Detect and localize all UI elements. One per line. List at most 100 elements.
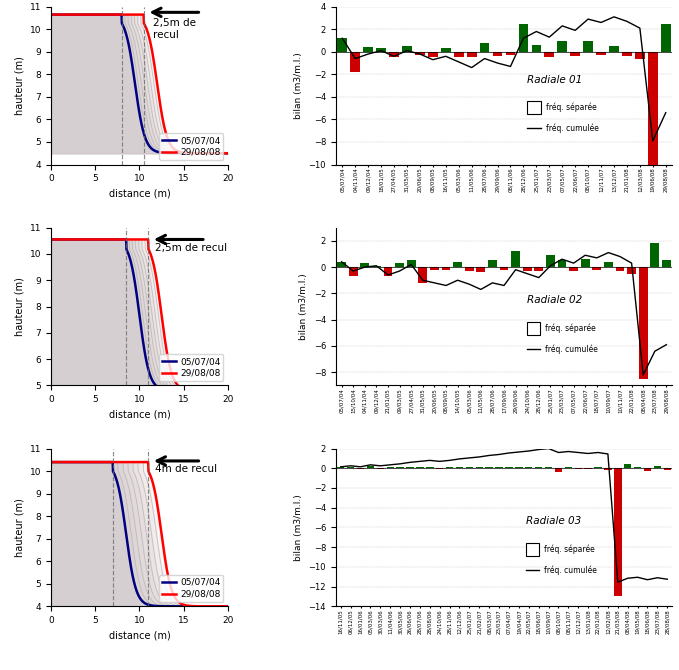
Bar bbox=[519, 23, 528, 52]
Bar bbox=[361, 263, 369, 267]
Bar bbox=[441, 267, 450, 270]
Bar bbox=[593, 267, 601, 270]
Bar bbox=[500, 267, 509, 270]
Bar bbox=[663, 468, 671, 470]
Bar bbox=[604, 262, 612, 267]
Bar bbox=[609, 46, 619, 52]
Bar bbox=[496, 467, 502, 468]
Text: fréq. séparée: fréq. séparée bbox=[546, 103, 597, 113]
Bar bbox=[594, 467, 602, 468]
Bar bbox=[614, 468, 621, 596]
Text: fréq. cumulée: fréq. cumulée bbox=[545, 565, 597, 575]
Bar bbox=[454, 262, 462, 267]
Bar bbox=[525, 467, 532, 468]
Text: fréq. cumulée: fréq. cumulée bbox=[546, 123, 599, 133]
Bar bbox=[376, 48, 386, 52]
Bar bbox=[535, 467, 543, 468]
Bar bbox=[395, 263, 404, 267]
Bar bbox=[627, 267, 636, 273]
Bar bbox=[337, 467, 344, 468]
Bar bbox=[569, 267, 578, 271]
Bar bbox=[639, 267, 648, 379]
Bar bbox=[337, 262, 346, 267]
Text: fréq. séparée: fréq. séparée bbox=[545, 545, 595, 554]
Text: Radiale 02: Radiale 02 bbox=[527, 295, 582, 306]
Bar bbox=[436, 468, 443, 469]
Bar bbox=[428, 52, 438, 58]
Text: Radiale 01: Radiale 01 bbox=[528, 74, 583, 84]
Text: 2,5m de
recul: 2,5m de recul bbox=[153, 18, 196, 40]
Bar bbox=[446, 467, 454, 468]
Bar bbox=[650, 243, 659, 267]
Text: Radiale 03: Radiale 03 bbox=[526, 517, 581, 527]
Y-axis label: bilan (m3/m.l.): bilan (m3/m.l.) bbox=[294, 494, 303, 561]
Bar bbox=[654, 466, 661, 468]
Text: fréq. cumulée: fréq. cumulée bbox=[545, 344, 598, 354]
Bar bbox=[505, 467, 513, 468]
Bar bbox=[426, 467, 433, 468]
Bar bbox=[384, 267, 392, 276]
Bar bbox=[386, 467, 394, 468]
Text: 2,5m de recul: 2,5m de recul bbox=[155, 243, 227, 253]
Bar bbox=[506, 52, 515, 55]
Bar bbox=[532, 45, 541, 52]
Bar bbox=[415, 52, 425, 55]
Bar bbox=[534, 267, 543, 271]
Y-axis label: hauteur (m): hauteur (m) bbox=[14, 277, 24, 336]
Bar bbox=[480, 43, 490, 52]
Bar bbox=[662, 261, 671, 267]
Bar bbox=[581, 259, 589, 267]
Y-axis label: hauteur (m): hauteur (m) bbox=[14, 498, 24, 557]
Bar bbox=[661, 23, 671, 52]
Bar bbox=[372, 266, 381, 267]
Y-axis label: hauteur (m): hauteur (m) bbox=[14, 56, 24, 115]
Bar bbox=[377, 468, 384, 469]
Bar bbox=[523, 267, 532, 271]
Bar bbox=[545, 467, 552, 468]
Bar bbox=[349, 267, 358, 276]
Bar bbox=[648, 52, 658, 165]
Bar bbox=[644, 468, 651, 471]
Bar bbox=[430, 267, 439, 270]
Legend: 05/07/04, 29/08/08: 05/07/04, 29/08/08 bbox=[159, 133, 223, 160]
Bar bbox=[416, 467, 424, 468]
X-axis label: distance (m): distance (m) bbox=[109, 630, 170, 641]
Bar bbox=[511, 251, 520, 267]
Legend: 05/07/04, 29/08/08: 05/07/04, 29/08/08 bbox=[159, 354, 223, 381]
Bar bbox=[574, 468, 582, 469]
Bar bbox=[418, 267, 427, 283]
Bar bbox=[466, 52, 477, 58]
Bar bbox=[557, 261, 566, 267]
Bar bbox=[350, 52, 360, 72]
Bar bbox=[347, 467, 354, 468]
Bar bbox=[493, 52, 502, 56]
Bar bbox=[488, 261, 497, 267]
Bar bbox=[557, 40, 567, 52]
Text: fréq. séparée: fréq. séparée bbox=[545, 324, 596, 334]
Legend: 05/07/04, 29/08/08: 05/07/04, 29/08/08 bbox=[159, 575, 223, 602]
Bar bbox=[585, 468, 592, 469]
Bar bbox=[624, 464, 631, 468]
Bar bbox=[565, 467, 572, 468]
Bar bbox=[616, 267, 625, 271]
Bar bbox=[555, 468, 562, 472]
Bar bbox=[456, 467, 463, 468]
X-axis label: distance (m): distance (m) bbox=[109, 189, 170, 199]
Bar bbox=[402, 46, 412, 52]
Bar bbox=[583, 40, 593, 52]
Bar bbox=[622, 52, 631, 56]
Bar bbox=[465, 267, 473, 271]
Bar bbox=[337, 38, 347, 52]
X-axis label: distance (m): distance (m) bbox=[109, 409, 170, 419]
Bar bbox=[546, 255, 555, 267]
Bar bbox=[389, 52, 399, 58]
Bar bbox=[485, 467, 493, 468]
Bar bbox=[466, 467, 473, 468]
Bar bbox=[545, 52, 554, 58]
Bar bbox=[475, 467, 483, 468]
Bar bbox=[441, 48, 451, 52]
Bar bbox=[407, 261, 416, 267]
Bar bbox=[596, 52, 606, 55]
Bar bbox=[397, 467, 404, 468]
Text: 4m de recul: 4m de recul bbox=[155, 464, 217, 474]
